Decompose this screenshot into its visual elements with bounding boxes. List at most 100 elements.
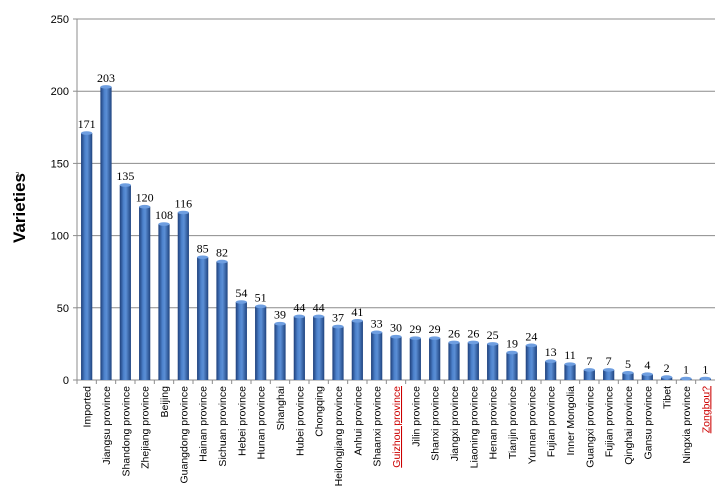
x-tick-label: Qinghai province [623,386,635,465]
x-tick-label: Anhui province [352,386,364,456]
bar [332,324,344,380]
y-tick-label: 50 [57,303,69,315]
x-tick-label: Guangdong province [178,386,190,484]
data-label: 1 [702,363,708,377]
category-labels: Imported Jiangsu province Shandong provinc… [82,386,713,487]
y-tick-label: 100 [51,231,69,243]
data-label: 41 [351,305,363,319]
bar-cap [177,210,189,215]
x-tick-label: Liaoning province [468,386,480,468]
x-tick-label: Shanghai [275,386,287,430]
x-tick-label: Tianjin province [507,386,519,459]
bar-cap [119,183,131,187]
bar-body [583,369,595,380]
bar-body [622,372,634,380]
bar [583,368,595,380]
data-label: 85 [197,241,209,255]
bar [197,255,209,380]
bar-cap [603,368,615,372]
bar [448,340,460,380]
bar-cap [506,350,518,355]
bar [506,350,518,380]
bar [487,342,499,380]
data-label: 51 [255,290,267,304]
bar [545,359,557,380]
x-tick-label: Inner Mongolia [565,386,577,456]
data-label: 54 [235,286,247,300]
data-label: 24 [525,329,537,343]
data-label: 26 [448,326,460,340]
bar-cap [545,359,557,364]
bar [158,222,170,380]
bar-body [409,338,421,380]
data-label: 26 [467,326,479,340]
bar [429,336,441,380]
bar [293,314,305,380]
bar-body [313,316,325,380]
bar-body [448,342,460,380]
data-label: 29 [429,322,441,336]
gridlines [77,18,715,309]
x-tick-label: Jilin province [410,386,422,447]
bar-cap [622,370,634,375]
data-label: 108 [155,208,173,222]
x-tick-label: Beijing [159,386,171,418]
bar-body [177,212,189,380]
bar [351,318,363,380]
x-tick-label: Henan province [488,386,500,460]
bar-body [139,206,151,380]
data-label: 2 [664,361,670,375]
bar-cap [467,340,479,345]
x-tick-label: Hebei province [236,386,248,456]
bar-body [100,86,112,381]
bar-cap [390,334,402,339]
x-tick-label: Guizhou province [391,386,403,468]
x-tick-label: Shandong province [120,386,132,477]
bar-cap [293,314,305,319]
bar-body [255,306,267,380]
x-tick-label: Imported [82,386,94,428]
x-tick-label: Yunnan province [526,386,538,464]
bar [371,330,383,380]
data-label: 30 [390,321,402,335]
bar-cap [429,336,441,340]
bar-body [467,342,479,380]
data-label: 4 [644,358,650,372]
bar-cap [680,376,692,381]
bar-body [158,224,170,380]
bar-cap [274,321,286,326]
data-label: 39 [274,308,286,322]
bar-body [293,316,305,380]
bar [390,334,402,380]
bar-body [603,369,615,380]
y-tick-label: 0 [63,375,69,387]
data-label: 135 [116,169,134,183]
x-tick-label: Guangxi province [584,386,596,468]
x-tick-label: Tibet [662,386,674,409]
bar-cap [661,375,673,379]
bar [564,362,576,380]
x-tick-label: Gansu province [642,386,654,460]
bar [81,131,93,380]
bar-cap [641,372,653,377]
bar-body [487,343,499,380]
data-label: 116 [175,196,193,210]
bar-body [351,320,363,380]
bar-cap [448,340,460,345]
bar-cap [255,304,267,309]
data-label: 7 [606,354,612,368]
data-label: 37 [332,311,344,325]
bar-cap [409,336,421,340]
bar [177,210,189,380]
data-label: 13 [545,345,557,359]
x-tick-label: Jiangsu province [101,386,113,465]
bar-body [371,332,383,380]
bar [216,259,228,380]
bar-body [332,326,344,380]
x-tick-label: Hainan province [198,386,210,462]
bar-body [506,352,518,380]
x-tick-label: Hunan province [256,386,268,460]
data-label: 171 [78,117,96,131]
